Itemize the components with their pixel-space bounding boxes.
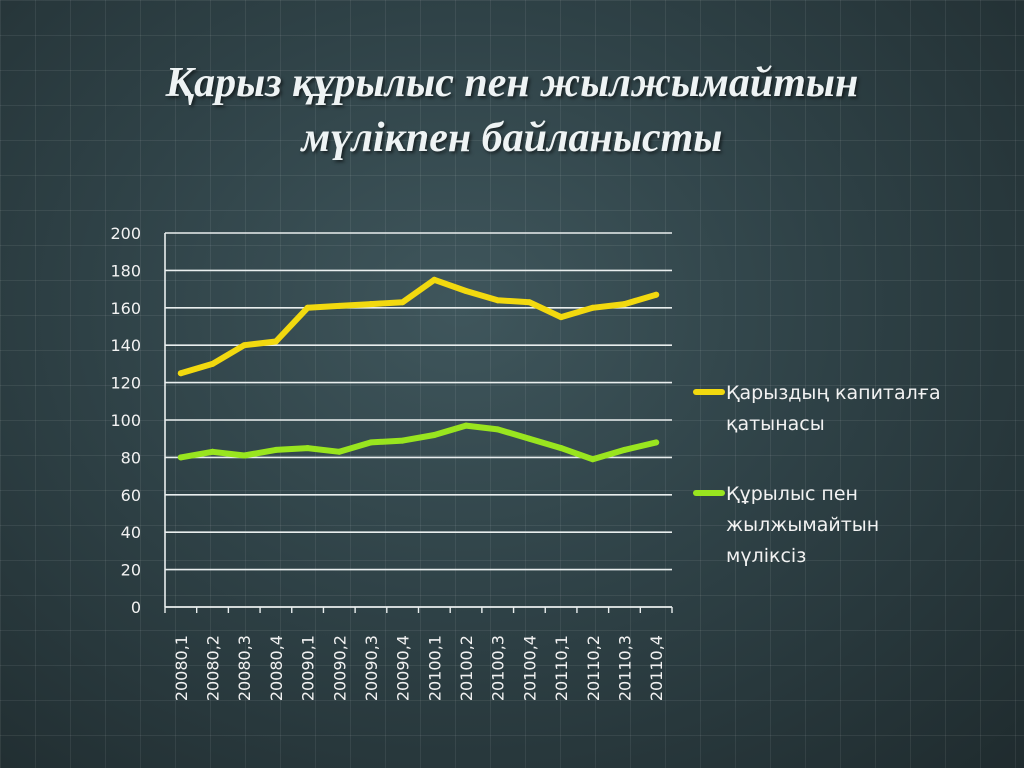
x-tick-label: 20110,4: [647, 635, 666, 701]
x-tick-label: 20080,4: [267, 635, 286, 701]
series-line-1: [177, 276, 660, 377]
series-1-point: [589, 304, 596, 311]
series-2-point: [304, 445, 311, 452]
y-tick-label: 100: [110, 411, 141, 430]
series-2-point: [463, 422, 470, 429]
series-2-point: [653, 439, 660, 446]
series-2-point: [494, 426, 501, 433]
x-tick-label: 20090,1: [299, 635, 318, 701]
x-tick-label: 20110,2: [584, 635, 603, 701]
legend-label-1: Қарыздың капиталға: [726, 382, 941, 404]
legend-label-1: қатынасы: [726, 413, 825, 435]
slide-title-line-1: Қарыз құрылыс пен жылжымайтын: [165, 60, 859, 106]
series-2-point: [336, 448, 343, 455]
series-1-point: [558, 314, 565, 321]
y-tick-label: 200: [110, 224, 141, 243]
series-2-point: [621, 446, 628, 453]
series-2-point: [399, 437, 406, 444]
legend-label-2: мүліксіз: [726, 545, 806, 567]
legend-label-2: Құрылыс пен: [726, 483, 858, 505]
series-1-point: [621, 301, 628, 308]
legend-label-2: жылжымайтын: [726, 514, 879, 536]
series-1-point: [209, 360, 216, 367]
series-1-point: [272, 338, 279, 345]
x-tick-label: 20100,3: [489, 635, 508, 701]
y-tick-label: 60: [121, 486, 141, 505]
x-tick-label: 20100,1: [425, 635, 444, 701]
y-tick-label: 20: [121, 561, 141, 580]
slide-title: Қарыз құрылыс пен жылжымайтын мүлікпен б…: [62, 56, 962, 165]
series-1-point: [336, 302, 343, 309]
series-1-point: [241, 342, 248, 349]
series-2-point: [526, 435, 533, 442]
series-1-point: [653, 291, 660, 298]
series-line-2: [177, 422, 660, 463]
y-tick-label: 0: [131, 598, 141, 617]
y-tick-label: 40: [121, 523, 141, 542]
series-2-point: [177, 454, 184, 461]
series-2-point: [558, 445, 565, 452]
x-tick-label: 20090,3: [362, 635, 381, 701]
series-1-point: [367, 301, 374, 308]
x-tick-label: 20090,2: [330, 635, 349, 701]
series-1-point: [526, 299, 533, 306]
y-tick-label: 160: [110, 299, 141, 318]
series-2-point: [209, 448, 216, 455]
x-tick-label: 20110,1: [552, 635, 571, 701]
slide-title-line-2: мүлікпен байланысты: [301, 114, 723, 161]
series-2-point: [367, 439, 374, 446]
y-tick-label: 120: [110, 374, 141, 393]
y-tick-label: 140: [110, 336, 141, 355]
y-tick-label: 180: [110, 261, 141, 280]
series-1-point: [399, 299, 406, 306]
series-1-point: [304, 304, 311, 311]
x-tick-label: 20090,4: [394, 635, 413, 701]
x-tick-label: 20080,2: [204, 635, 223, 701]
series-2-point: [272, 446, 279, 453]
x-tick-label: 20080,3: [235, 635, 254, 701]
x-tick-label: 20080,1: [172, 635, 191, 701]
series-1-point: [177, 370, 184, 377]
series-1-point: [431, 276, 438, 283]
x-tick-label: 20110,3: [615, 635, 634, 701]
x-tick-label: 20100,4: [520, 635, 539, 701]
series-2-point: [431, 431, 438, 438]
x-tick-label: 20100,2: [457, 635, 476, 701]
y-tick-label: 80: [121, 448, 141, 467]
series-1-point: [494, 297, 501, 304]
series-2-point: [241, 452, 248, 459]
series-1-point: [463, 287, 470, 294]
series-2-point: [589, 456, 596, 463]
